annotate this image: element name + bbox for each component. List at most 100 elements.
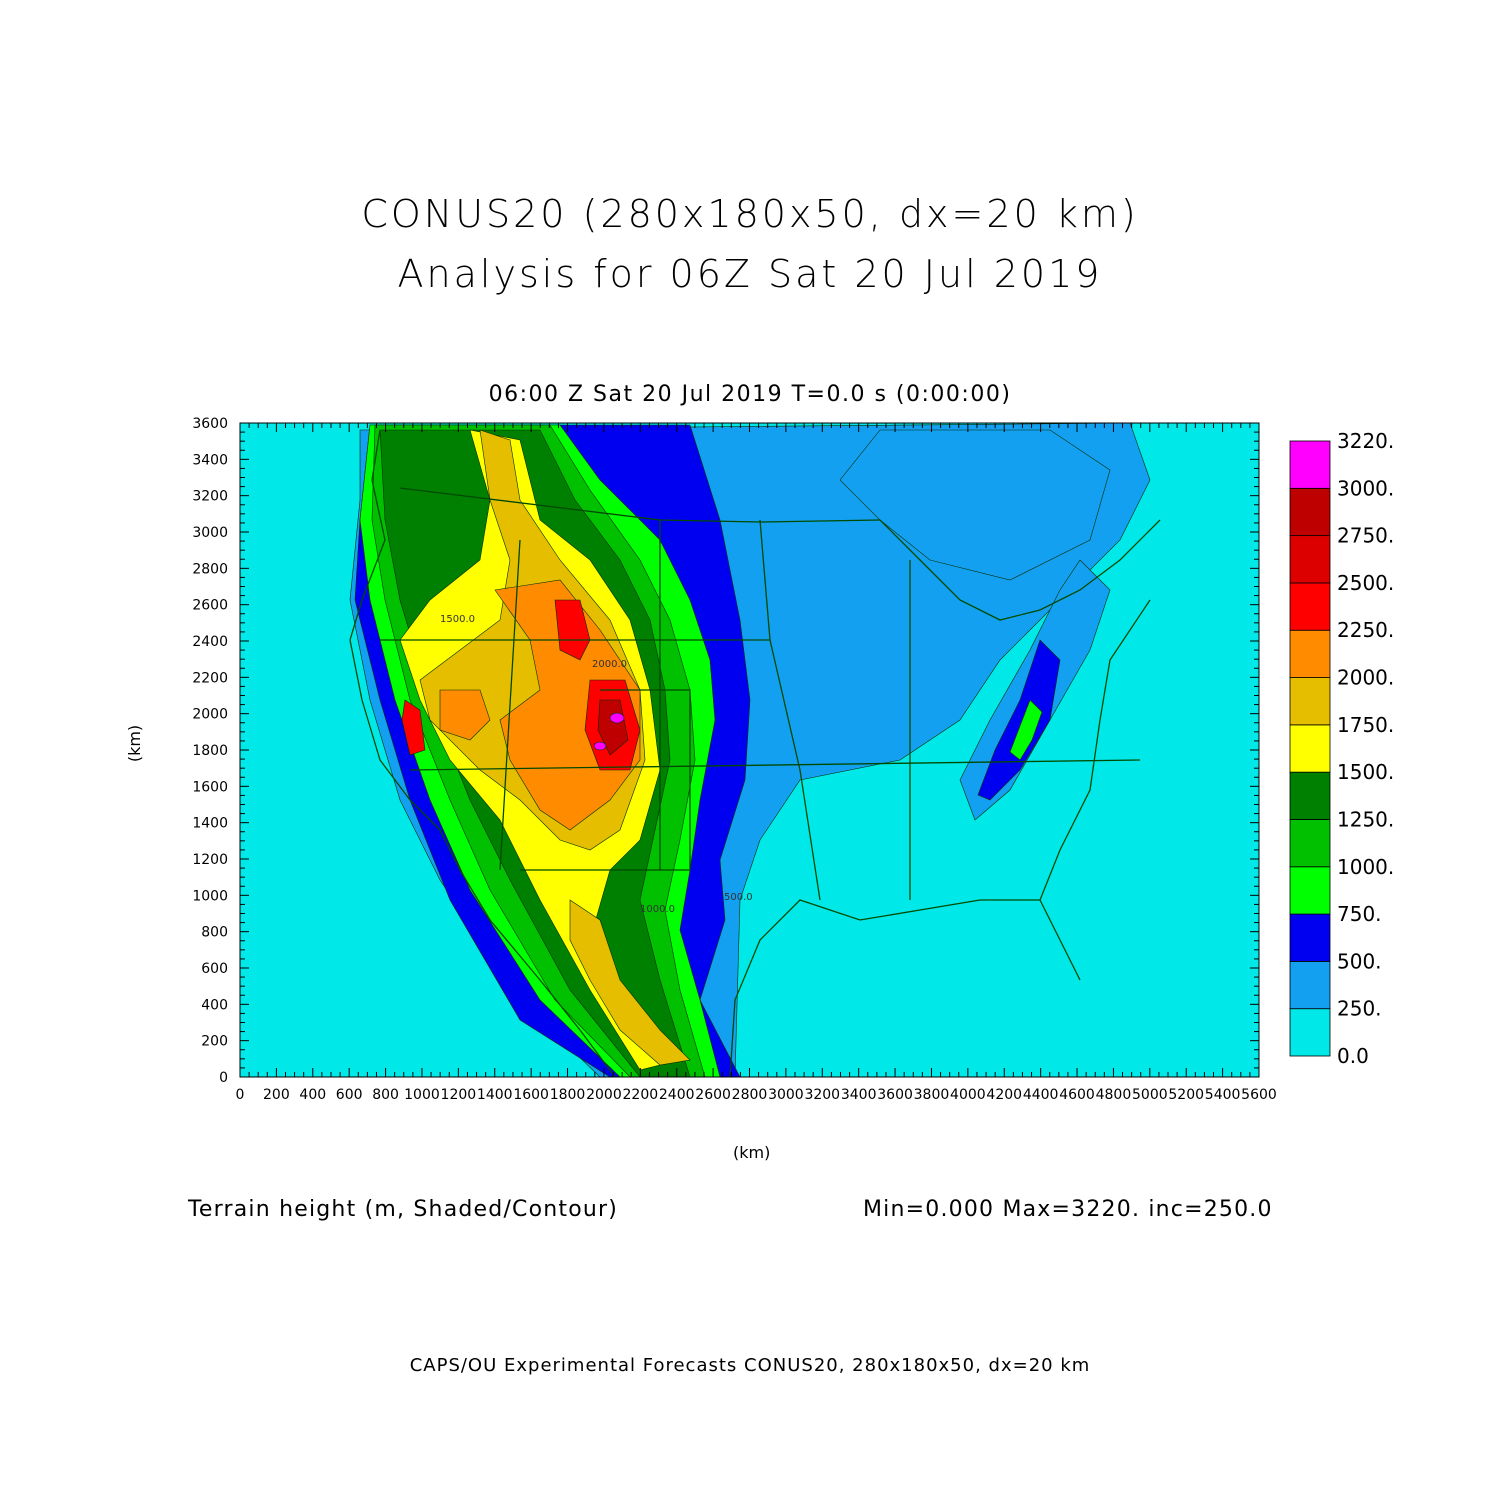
terrain-band-1750-south [569,899,691,1066]
y-tick-label: 1600 [192,779,228,795]
colorbar-label: 1750. [1337,713,1394,737]
x-tick-label: 5600 [1241,1087,1277,1103]
x-tick-label: 400 [299,1087,326,1103]
y-tick-label: 2200 [192,670,228,686]
us-canada-border [399,487,881,523]
x-tick-label: 2800 [732,1087,768,1103]
y-tick-label: 2000 [192,707,228,723]
y-tick-label: 1000 [192,888,228,904]
x-tick-label: 1200 [441,1087,477,1103]
x-tick-label: 3800 [914,1087,950,1103]
state-line-2 [499,539,521,871]
y-tick-label: 1400 [192,816,228,832]
y-tick-label: 3600 [192,416,228,432]
y-tick-label: 0 [219,1070,228,1086]
x-tick-label: 2400 [659,1087,695,1103]
x-tick-label: 1000 [404,1087,440,1103]
colorbar-swatch [1289,771,1331,820]
x-tick-label: 600 [336,1087,363,1103]
y-tick-label: 200 [201,1034,228,1050]
y-axis-unit: (km) [125,724,145,763]
contour-label-1000: 1000.0 [640,904,675,915]
x-tick-label: 200 [263,1087,290,1103]
x-tick-label: 4600 [1059,1087,1095,1103]
terrain-band-2000-nv [439,689,491,741]
colorbar-swatch [1289,960,1331,1010]
x-tick-label: 3000 [768,1087,804,1103]
colorbar-label: 750. [1337,902,1382,926]
colorbar-label: 500. [1337,949,1382,973]
x-tick-label: 2200 [623,1087,659,1103]
y-tick-label: 3200 [192,489,228,505]
x-tick-label: 3400 [841,1087,877,1103]
colorbar-swatch [1289,440,1331,489]
terrain-band-2250 [554,599,591,661]
colorbar-label: 2250. [1337,618,1394,642]
colorbar-label: 250. [1337,997,1382,1021]
contour-label-1500: 1500.0 [440,614,475,625]
x-tick-label: 3600 [877,1087,913,1103]
x-tick-labels: 0 200 400 600 800 1000 1200 1400 1600 1800 2000 220… [236,1087,1277,1103]
y-tick-label: 1200 [192,852,228,868]
colorbar [1289,440,1331,1057]
state-line-7 [520,689,691,871]
credit-line: CAPS/OU Experimental Forecasts CONUS20, … [409,1355,1091,1376]
colorbar-swatch [1289,677,1331,726]
colorbar-label: 1000. [1337,855,1394,879]
x-tick-label: 5200 [1168,1087,1204,1103]
colorbar-label: 1250. [1337,807,1394,831]
x-tick-label: 4200 [986,1087,1022,1103]
x-tick-label: 4000 [950,1087,986,1103]
title-line-1: CONUS20 (280x180x50, dx=20 km) [361,192,1139,236]
x-tick-label: 0 [236,1087,245,1103]
title-line-2: Analysis for 06Z Sat 20 Jul 2019 [397,252,1103,296]
contour-label-500: 500.0 [724,892,753,903]
colorbar-swatch [1289,1008,1331,1057]
x-tick-label: 1800 [550,1087,586,1103]
field-description: Terrain height (m, Shaded/Contour) [188,1197,619,1222]
y-tick-label: 1800 [192,743,228,759]
colorbar-label: 3220. [1337,429,1394,453]
x-axis-unit: (km) [733,1143,771,1162]
contour-labels: 1500.0 2000.0 1000.0 500.0 [440,614,753,915]
x-tick-label: 2000 [586,1087,622,1103]
x-tick-label: 4400 [1023,1087,1059,1103]
y-tick-label: 3400 [192,452,228,468]
x-tick-label: 3200 [804,1087,840,1103]
field-statistics: Min=0.000 Max=3220. inc=250.0 [863,1197,1273,1222]
terrain-field [240,423,1259,1077]
y-tick-label: 2800 [192,561,228,577]
terrain-band-750-appalachian [1009,699,1043,761]
y-tick-labels: 0 200 400 600 800 1000 1200 1400 1600 1800 2000 220… [192,416,228,1086]
colorbar-label: 1500. [1337,760,1394,784]
colorbar-labels: 0.0 250. 500. 750. 1000. 1250. 1500. 1750. 2000.… [1337,429,1394,1068]
colorbar-swatch [1289,535,1331,584]
x-tick-label: 5400 [1205,1087,1241,1103]
terrain-peak-max [609,712,625,724]
x-tick-label: 5000 [1132,1087,1168,1103]
colorbar-swatch [1289,724,1331,773]
geographic-boundaries [349,429,1161,1077]
axis-ticks [239,422,1260,1078]
colorbar-label: 0.0 [1337,1044,1369,1068]
x-tick-label: 4800 [1096,1087,1132,1103]
colorbar-swatch [1289,582,1331,631]
east-coastline [1039,599,1151,981]
terrain-band-2250-sierra [401,699,426,756]
colorbar-swatch [1289,629,1331,678]
x-tick-label: 800 [372,1087,399,1103]
terrain-peak-2 [593,741,607,751]
terrain-band-500-appalachian [977,639,1061,801]
y-tick-label: 2400 [192,634,228,650]
state-line-5 [759,519,821,901]
y-tick-label: 400 [201,997,228,1013]
y-tick-label: 2600 [192,598,228,614]
colorbar-label: 2000. [1337,666,1394,690]
y-tick-label: 3000 [192,525,228,541]
gulf-coastline [729,899,1040,1077]
state-line-4 [409,759,1141,771]
x-tick-label: 1400 [477,1087,513,1103]
terrain-band-250-canada [839,429,1111,581]
contour-label-2000: 2000.0 [592,659,627,670]
